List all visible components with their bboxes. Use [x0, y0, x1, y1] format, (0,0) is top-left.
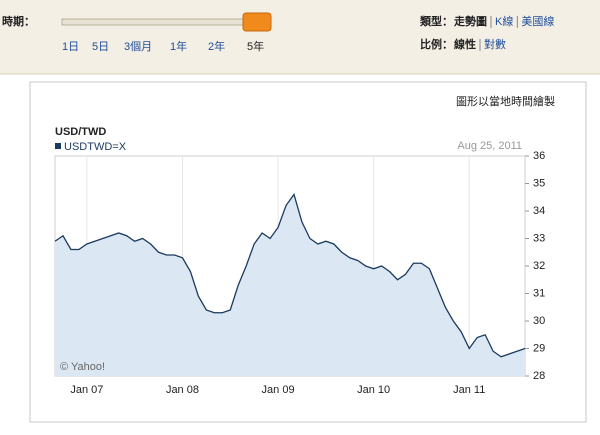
slider-track[interactable]	[61, 18, 245, 26]
range-option[interactable]: 1日	[62, 41, 79, 53]
x-tick-label: Jan 09	[262, 384, 295, 396]
range-option[interactable]: 5年	[247, 39, 264, 53]
range-option[interactable]: 2年	[208, 39, 225, 53]
x-tick-label: Jan 11	[453, 384, 485, 396]
range-option[interactable]: 1年	[170, 39, 187, 53]
area	[55, 194, 525, 376]
option-label: 類型：	[419, 14, 453, 28]
x-tick-label: Jan 07	[70, 384, 103, 396]
x-tick-label: Jan 10	[357, 384, 390, 396]
y-tick-label: 34	[533, 205, 545, 217]
x-tick-label: Jan 08	[166, 384, 199, 396]
option[interactable]: 對數	[484, 37, 506, 51]
range-option[interactable]: 3個月	[124, 40, 152, 53]
credit: © Yahoo!	[60, 361, 105, 373]
y-tick-label: 36	[533, 150, 545, 162]
note: 圖形以當地時間繪製	[456, 94, 555, 108]
range-option[interactable]: 5日	[92, 41, 109, 53]
toolbar	[0, 0, 600, 74]
y-tick-label: 30	[533, 315, 545, 327]
line	[54, 193, 526, 358]
period-label: 時期：	[2, 14, 35, 28]
legend-label: USDTWD=X	[64, 141, 127, 153]
y-tick-label: 33	[533, 232, 545, 244]
option[interactable]: 美國線	[521, 14, 554, 28]
y-tick-label: 31	[533, 287, 545, 299]
legend-swatch	[55, 143, 61, 149]
option-label: 比例：	[420, 37, 453, 51]
slider-knob[interactable]	[242, 12, 272, 32]
y-tick-label: 28	[533, 370, 545, 382]
chart-date: Aug 25, 2011	[457, 140, 522, 152]
y-tick-label: 35	[533, 177, 545, 189]
y-tick-label: 29	[533, 342, 545, 354]
option: 走勢圖	[453, 14, 487, 28]
option[interactable]: K線	[495, 14, 513, 28]
option: 線性	[454, 37, 476, 51]
y-tick-label: 32	[533, 260, 545, 272]
chart-title: USD/TWD	[55, 126, 106, 138]
